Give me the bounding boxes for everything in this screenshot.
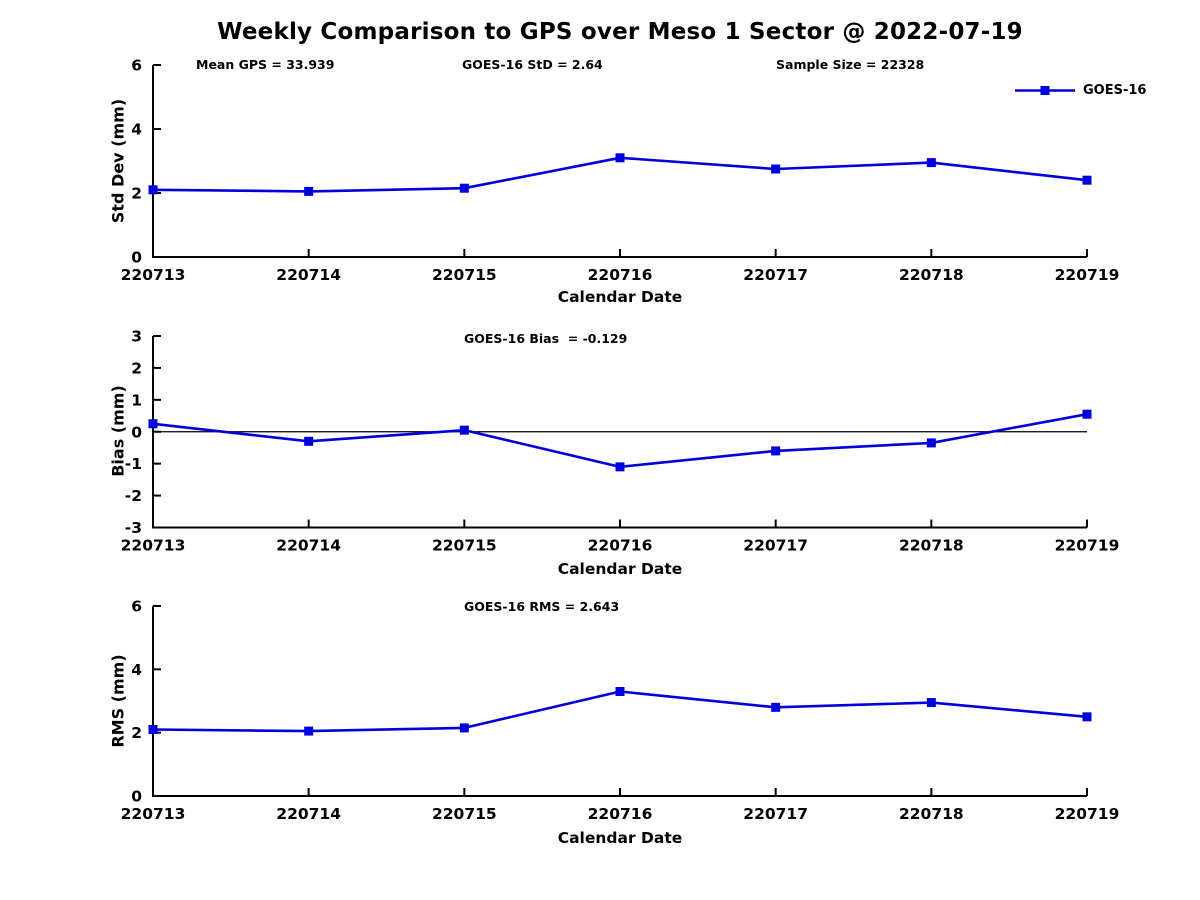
mean-gps-annotation: Mean GPS = 33.939	[196, 57, 335, 72]
x-tick-label: 220716	[588, 537, 653, 555]
goes16-rms-annotation: GOES-16 RMS = 2.643	[464, 599, 620, 614]
y-tick-label: 2	[131, 724, 142, 742]
legend: GOES-16	[1014, 83, 1146, 98]
figure-title: Weekly Comparison to GPS over Meso 1 Sec…	[217, 19, 1023, 45]
x-tick-label: 220718	[899, 537, 964, 555]
y-tick-label: 6	[131, 598, 142, 616]
x-tick-label: 220717	[743, 537, 808, 555]
x-tick-label: 220719	[1055, 537, 1120, 555]
legend-series-label: GOES-16	[1083, 83, 1147, 98]
y-tick-label: 0	[131, 249, 142, 267]
rms-data-point-marker	[615, 687, 625, 696]
std-dev-data-point-marker	[459, 183, 469, 193]
goes16-std-annotation: GOES-16 StD = 2.64	[462, 57, 603, 72]
std-dev-data-point-marker	[615, 153, 625, 163]
x-tick-label: 220713	[121, 805, 186, 823]
y-tick-label: 3	[131, 328, 142, 346]
x-tick-label: 220714	[276, 266, 341, 284]
rms-data-point-marker	[771, 702, 781, 712]
x-tick-label: 220716	[588, 266, 653, 284]
std-dev-data-point-marker	[771, 164, 781, 174]
std-dev-plot-group: 0 2 4 6 220713 220714 220715 220716 220717 220718…	[121, 57, 1120, 285]
rms-data-point-marker	[148, 725, 158, 734]
std-dev-data-point-marker	[1082, 175, 1092, 185]
y-tick-label: 2	[131, 185, 142, 203]
x-tick-label: 220714	[276, 805, 341, 823]
legend-square-marker	[1040, 86, 1050, 95]
x-tick-label: 220719	[1055, 266, 1120, 284]
x-tick-label: 220713	[121, 537, 186, 555]
rms-x-axis-label: Calendar Date	[557, 829, 683, 847]
stddev-x-axis-label: Calendar Date	[557, 288, 683, 306]
std-dev-data-point-marker	[926, 158, 936, 168]
std-dev-series-line	[152, 156, 1088, 193]
x-tick-label: 220715	[432, 266, 497, 284]
rms-data-point-marker	[304, 726, 314, 736]
y-tick-label: -3	[125, 519, 142, 537]
goes16-bias-annotation: GOES-16 Bias = -0.129	[464, 331, 628, 346]
sample-size-annotation: Sample Size = 22328	[776, 57, 925, 72]
x-tick-label: 220715	[432, 537, 497, 555]
x-tick-label: 220716	[588, 805, 653, 823]
rms-plot-group: 0 2 4 6 220713 220714 220715 220716 220717 220718…	[121, 598, 1120, 824]
bias-data-point-marker	[1082, 409, 1092, 419]
y-tick-label: 2	[131, 359, 142, 377]
x-tick-label: 220717	[743, 805, 808, 823]
rms-data-point-marker	[459, 723, 469, 733]
rms-data-point-marker	[1082, 712, 1092, 722]
y-tick-label: 4	[131, 661, 142, 679]
y-tick-label: 4	[131, 121, 142, 139]
y-tick-label: -1	[125, 455, 142, 473]
x-tick-label: 220715	[432, 805, 497, 823]
y-tick-label: 0	[131, 423, 142, 441]
x-tick-label: 220719	[1055, 805, 1120, 823]
bias-data-point-marker	[148, 419, 158, 429]
std-dev-data-point-marker	[304, 186, 314, 196]
rms-series-line	[152, 690, 1088, 733]
x-tick-label: 220714	[276, 537, 341, 555]
bias-x-axis-label: Calendar Date	[557, 560, 683, 578]
bias-series-line	[152, 412, 1088, 469]
std-dev-data-point-marker	[148, 185, 158, 195]
y-tick-label: 0	[131, 788, 142, 806]
x-tick-label: 220718	[899, 805, 964, 823]
legend-line-marker-icon	[1015, 86, 1075, 95]
bias-data-point-marker	[304, 436, 314, 446]
y-tick-label: -2	[125, 487, 142, 505]
bias-data-point-marker	[615, 462, 625, 472]
x-tick-label: 220717	[743, 266, 808, 284]
bias-data-point-marker	[926, 438, 936, 448]
x-tick-label: 220713	[121, 266, 186, 284]
bias-data-point-marker	[459, 425, 469, 435]
x-tick-label: 220718	[899, 266, 964, 284]
rms-data-point-marker	[926, 698, 936, 708]
y-tick-label: 6	[131, 57, 142, 75]
y-tick-label: 1	[131, 391, 142, 409]
bias-plot-group: -3 -2 -1 0 1 2 3 220713 220714 220715 220716 220717…	[121, 328, 1120, 555]
bias-data-point-marker	[771, 446, 781, 456]
